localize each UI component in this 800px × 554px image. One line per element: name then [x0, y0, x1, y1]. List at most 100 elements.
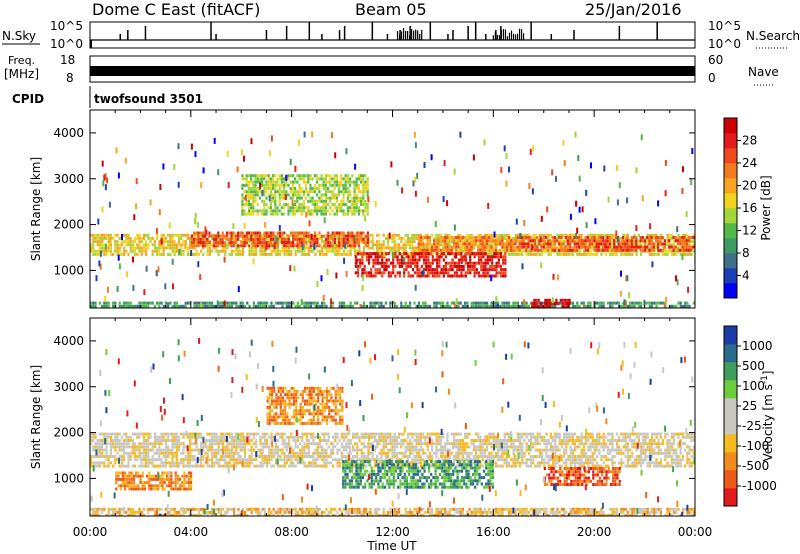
velocity-cell: [384, 432, 387, 436]
power-cell: [486, 252, 489, 256]
power-cell: [414, 261, 417, 265]
velocity-cell: [140, 445, 143, 449]
power-cell: [444, 248, 447, 252]
power-cell: [440, 255, 443, 259]
power-cell: [490, 248, 493, 252]
velocity-cell: [290, 451, 293, 455]
power-cell: [298, 206, 301, 210]
power-scatter: [232, 223, 235, 230]
power-cell: [407, 274, 410, 278]
velocity-cell: [105, 448, 108, 452]
power-cell: [186, 236, 189, 240]
velocity-cell: [202, 448, 205, 452]
velocity-cell: [266, 458, 269, 462]
power-cell: [335, 206, 338, 210]
velocity-cell: [334, 458, 337, 462]
power-cell: [378, 304, 381, 308]
power-cell: [241, 304, 244, 308]
power-cell: [366, 241, 369, 245]
power-cell: [540, 248, 543, 252]
power-cell: [466, 304, 469, 308]
power-cell: [657, 239, 660, 243]
power-cell: [145, 233, 148, 237]
velocity-cell: [332, 464, 335, 468]
power-cell: [118, 301, 121, 305]
velocity-cell: [274, 445, 277, 449]
power-cell: [607, 301, 610, 305]
velocity-cell: [239, 461, 242, 465]
power-scatter: [515, 218, 518, 225]
velocity-cell: [98, 448, 101, 452]
velocity-cell: [226, 461, 229, 465]
power-cell: [254, 241, 257, 245]
power-scatter: [392, 251, 395, 258]
velocity-cell: [263, 458, 266, 462]
power-cell: [433, 268, 437, 272]
power-cell: [303, 231, 306, 235]
power-cell: [358, 231, 361, 235]
velocity-cell: [164, 464, 167, 468]
power-cell: [473, 264, 476, 268]
power-cell: [138, 236, 141, 240]
power-cell: [384, 246, 387, 250]
power-cell: [138, 246, 141, 250]
power-cell: [142, 233, 145, 237]
power-cell: [116, 252, 119, 256]
power-cell: [276, 212, 279, 216]
velocity-cell: [219, 442, 222, 446]
power-cell: [158, 243, 161, 247]
power-cell: [263, 237, 266, 241]
power-cell: [483, 243, 486, 247]
power-cell: [303, 246, 306, 250]
power-cell: [536, 245, 539, 249]
velocity-cell: [345, 445, 348, 449]
velocity-cell: [277, 432, 280, 436]
velocity-cell: [281, 458, 284, 462]
velocity-cell: [244, 448, 247, 452]
power-cell: [342, 212, 345, 216]
power-cell: [393, 304, 396, 308]
power-cell: [346, 187, 349, 190]
power-cell: [285, 246, 288, 250]
power-cell: [310, 246, 313, 250]
velocity-cell: [345, 432, 348, 436]
power-cell: [280, 196, 283, 200]
power-scatter: [616, 199, 619, 206]
power-cell: [505, 304, 508, 308]
power-cell: [278, 190, 281, 194]
power-scatter: [322, 294, 325, 301]
power-cell: [569, 236, 572, 239]
power-cell: [591, 242, 594, 246]
power-cell: [250, 240, 253, 244]
velocity-cell: [211, 448, 214, 452]
velocity-cell: [358, 439, 361, 442]
velocity-cell: [354, 464, 357, 468]
power-scatter: [581, 206, 584, 213]
power-cell: [322, 187, 325, 190]
power-cell: [651, 301, 654, 305]
power-cell: [355, 237, 358, 241]
power-cell: [425, 274, 428, 278]
velocity-cell: [140, 451, 143, 455]
power-cell: [383, 264, 386, 268]
velocity-cell: [351, 432, 354, 436]
power-cell: [153, 304, 156, 308]
velocity-cell: [213, 442, 216, 446]
power-cell: [538, 248, 541, 252]
power-cell: [300, 231, 303, 235]
velocity-cell: [127, 442, 130, 446]
power-cell: [296, 234, 299, 238]
velocity-cell: [103, 435, 106, 439]
velocity-cell: [158, 448, 161, 452]
velocity-cell: [318, 439, 321, 442]
power-cell: [280, 212, 283, 216]
velocity-cell: [109, 442, 112, 446]
power-scatter: [323, 217, 326, 224]
power-cell: [323, 240, 326, 244]
power-cell: [437, 245, 440, 249]
power-cell: [462, 274, 465, 278]
velocity-cell: [261, 464, 264, 468]
power-cell: [527, 242, 530, 246]
power-cell: [281, 301, 284, 305]
power-cell: [398, 236, 401, 240]
